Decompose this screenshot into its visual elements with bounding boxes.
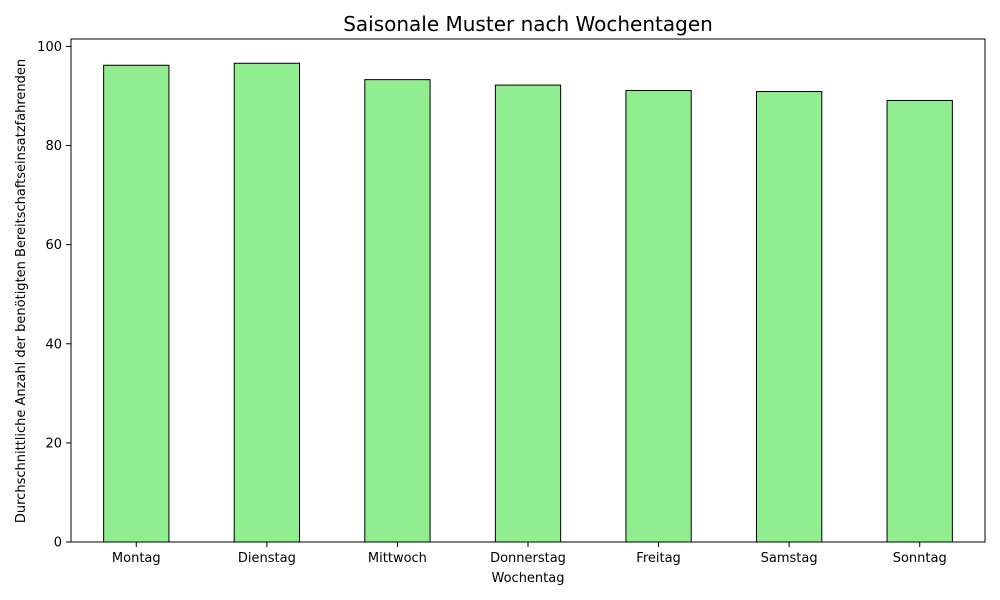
bar-dienstag xyxy=(233,62,301,543)
bar-montag xyxy=(103,64,170,543)
x-tick-label-mittwoch: Mittwoch xyxy=(368,551,427,566)
x-tick-label-sonntag: Sonntag xyxy=(893,551,947,566)
bar-samstag xyxy=(756,91,823,543)
x-tick-label-donnerstag: Donnerstag xyxy=(490,551,566,566)
chart-title: Saisonale Muster nach Wochentagen xyxy=(343,12,713,36)
x-tick-label-samstag: Samstag xyxy=(761,551,818,566)
y-tick-label-40: 40 xyxy=(45,337,62,352)
bar-donnerstag xyxy=(494,84,562,543)
y-tick-label-20: 20 xyxy=(45,436,62,451)
x-tick-label-dienstag: Dienstag xyxy=(238,551,296,566)
y-tick-label-0: 0 xyxy=(54,536,62,551)
y-axis-label: Durchschnittliche Anzahl der benötigten … xyxy=(14,59,29,523)
y-tick-label-100: 100 xyxy=(37,40,62,55)
x-tick-label-montag: Montag xyxy=(112,551,161,566)
bar-sonntag xyxy=(886,99,953,543)
x-tick-label-freitag: Freitag xyxy=(636,551,681,566)
y-tick-label-60: 60 xyxy=(45,238,62,253)
bar-freitag xyxy=(625,90,692,543)
bar-mittwoch xyxy=(364,79,431,543)
plot-area: Montag Dienstag Mittwoch Donnerstag Freitag S… xyxy=(37,38,986,566)
y-tick-label-80: 80 xyxy=(45,139,62,154)
x-axis-label: Wochentag xyxy=(492,571,565,586)
